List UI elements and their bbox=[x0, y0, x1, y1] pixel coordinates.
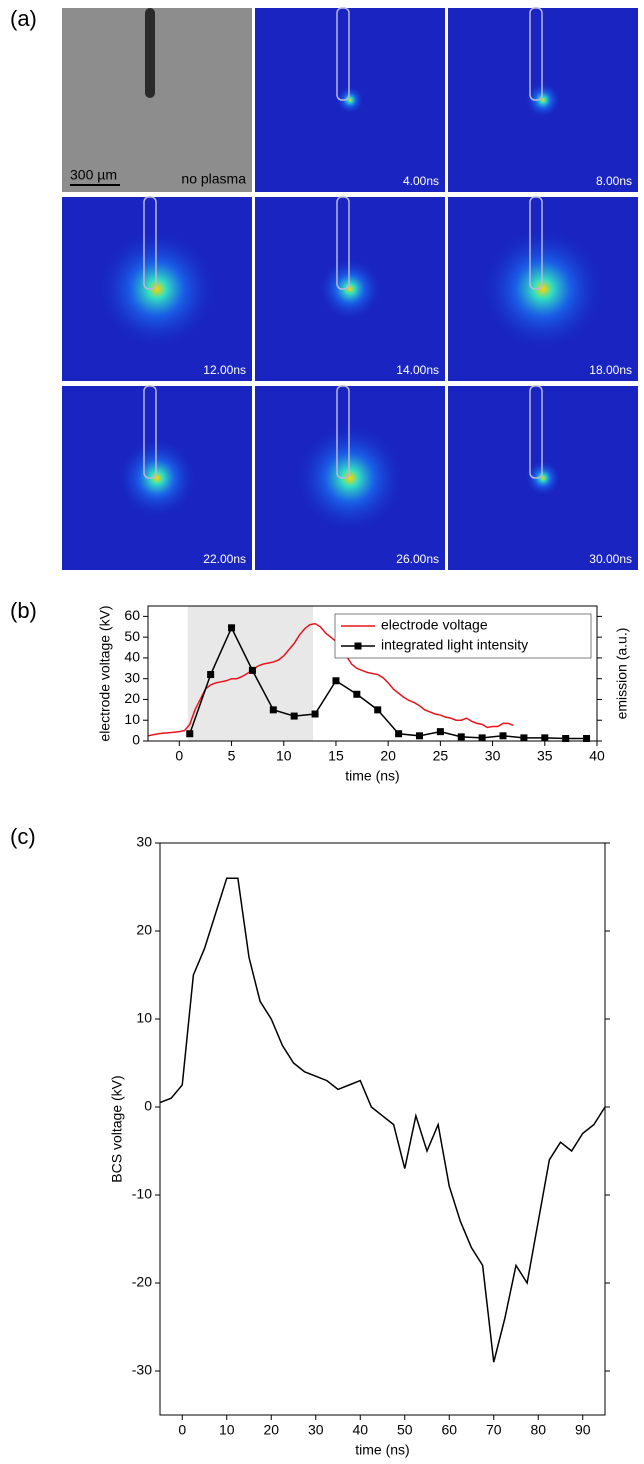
y-tick-label: 30 bbox=[136, 834, 152, 850]
x-tick-label: 40 bbox=[352, 1422, 368, 1438]
frame-label: 12.00ns bbox=[203, 363, 246, 377]
frame-label: 14.00ns bbox=[396, 363, 439, 377]
panel-label: (a) bbox=[10, 6, 37, 31]
x-tick-label: 25 bbox=[433, 748, 449, 764]
marker bbox=[311, 710, 319, 718]
marker bbox=[562, 735, 570, 743]
x-tick-label: 20 bbox=[263, 1422, 279, 1438]
x-tick-label: 40 bbox=[589, 748, 605, 764]
plasma bbox=[525, 82, 561, 118]
plasma bbox=[117, 438, 197, 518]
electrode bbox=[143, 196, 157, 290]
marker bbox=[269, 706, 277, 714]
y-tick-label: 10 bbox=[136, 1010, 152, 1026]
marker bbox=[436, 728, 444, 736]
frame-label: 4.00ns bbox=[403, 174, 439, 188]
frame-label: 8.00ns bbox=[596, 174, 632, 188]
marker bbox=[290, 712, 298, 720]
marker bbox=[415, 732, 423, 740]
marker bbox=[478, 734, 486, 742]
plasma bbox=[97, 229, 217, 349]
marker bbox=[186, 730, 194, 738]
marker bbox=[353, 690, 361, 698]
x-tick-label: 10 bbox=[219, 1422, 235, 1438]
x-tick-label: 30 bbox=[485, 748, 501, 764]
legend-label: electrode voltage bbox=[381, 617, 488, 633]
y-tick-label: 20 bbox=[136, 922, 152, 938]
legend-label: integrated light intensity bbox=[381, 637, 528, 653]
electrode bbox=[529, 385, 543, 479]
series-line bbox=[159, 877, 606, 1363]
electrode bbox=[336, 7, 350, 101]
image-grid: 300 µm no plasma 4.00ns 8.00ns 12.00ns 14.00n… bbox=[62, 7, 638, 570]
frame-label: 18.00ns bbox=[589, 363, 632, 377]
legend bbox=[334, 613, 592, 659]
legend-marker bbox=[354, 642, 362, 650]
plasma bbox=[318, 257, 382, 321]
marker bbox=[248, 666, 256, 674]
y-tick-label: -30 bbox=[132, 1362, 152, 1378]
x-tick-label: 20 bbox=[380, 748, 396, 764]
marker bbox=[520, 734, 528, 742]
electrode bbox=[529, 196, 543, 290]
x-tick-label: 0 bbox=[178, 1422, 186, 1438]
x-tick-label: 15 bbox=[328, 748, 344, 764]
x-axis-title: time (ns) bbox=[345, 768, 399, 784]
panel-label: (b) bbox=[10, 598, 37, 623]
y-tick-label: 40 bbox=[124, 649, 140, 665]
y-tick-label: 10 bbox=[124, 711, 140, 727]
y-tick-label: 20 bbox=[124, 690, 140, 706]
marker bbox=[332, 677, 340, 685]
electrode bbox=[336, 196, 350, 290]
x-tick-label: 0 bbox=[175, 748, 183, 764]
electrode bbox=[143, 385, 157, 479]
plot-frame bbox=[147, 605, 598, 742]
y-axis-title: electrode voltage (kV) bbox=[97, 605, 113, 741]
plasma bbox=[525, 460, 561, 496]
plot-frame bbox=[159, 842, 606, 1416]
marker bbox=[207, 671, 215, 679]
frame-label: 26.00ns bbox=[396, 552, 439, 566]
marker bbox=[541, 734, 549, 742]
y-tick-label: 60 bbox=[124, 607, 140, 623]
y-tick-label: 50 bbox=[124, 628, 140, 644]
marker bbox=[457, 733, 465, 741]
frame-label: no plasma bbox=[181, 171, 246, 187]
y2-axis-title: emission (a.u.) bbox=[614, 628, 630, 720]
scale-bar-label: 300 µm bbox=[70, 167, 117, 183]
x-tick-label: 30 bbox=[308, 1422, 324, 1438]
electrode bbox=[336, 385, 350, 479]
x-tick-label: 70 bbox=[486, 1422, 502, 1438]
x-tick-label: 5 bbox=[228, 748, 236, 764]
plasma bbox=[336, 86, 364, 114]
plasma bbox=[481, 227, 605, 351]
marker bbox=[228, 624, 236, 632]
panel-label: (c) bbox=[10, 824, 36, 849]
y-axis-title: BCS voltage (kV) bbox=[109, 1075, 125, 1182]
marker bbox=[395, 730, 403, 738]
y-tick-label: -10 bbox=[132, 1186, 152, 1202]
y-tick-label: 0 bbox=[132, 732, 140, 748]
image bbox=[62, 8, 252, 192]
y-tick-label: 30 bbox=[124, 669, 140, 685]
x-tick-label: 90 bbox=[575, 1422, 591, 1438]
frame-label: 22.00ns bbox=[203, 552, 246, 566]
series-line bbox=[147, 622, 514, 737]
x-axis-title: time (ns) bbox=[355, 1442, 409, 1458]
x-tick-label: 60 bbox=[441, 1422, 457, 1438]
x-tick-label: 10 bbox=[276, 748, 292, 764]
y-tick-label: 0 bbox=[144, 1098, 152, 1114]
plasma bbox=[295, 423, 405, 533]
electrode bbox=[529, 7, 543, 101]
marker bbox=[583, 735, 591, 743]
x-tick-label: 35 bbox=[537, 748, 553, 764]
marker bbox=[374, 706, 382, 714]
x-tick-label: 50 bbox=[397, 1422, 413, 1438]
frame-label: 30.00ns bbox=[589, 552, 632, 566]
x-tick-label: 80 bbox=[530, 1422, 546, 1438]
y-tick-label: -20 bbox=[132, 1274, 152, 1290]
marker bbox=[499, 732, 507, 740]
electrode bbox=[145, 8, 155, 98]
